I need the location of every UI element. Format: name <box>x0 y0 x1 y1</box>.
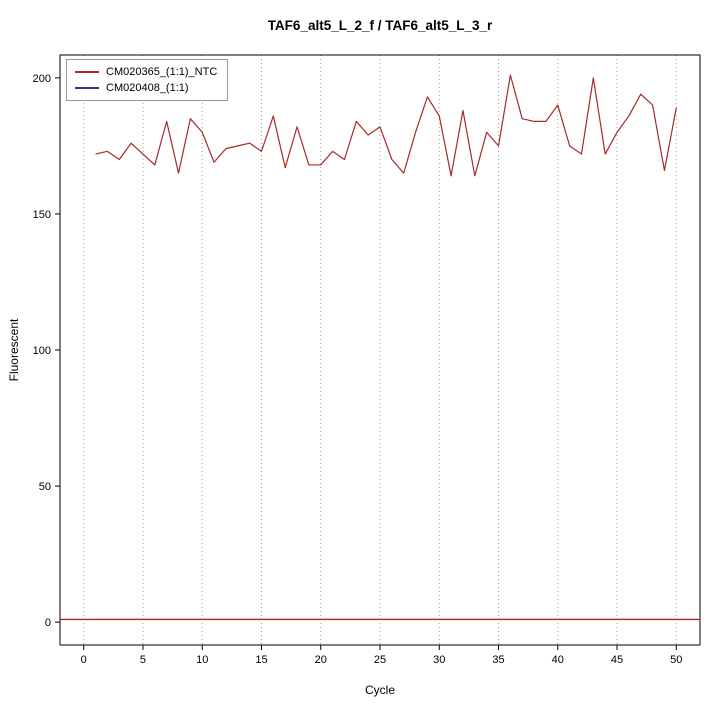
legend-line-swatch-red <box>75 71 99 73</box>
y-tick-label: 0 <box>45 617 51 629</box>
legend: CM020365_(1:1)_NTC CM020408_(1:1) <box>66 59 229 101</box>
y-tick-label: 100 <box>33 345 51 357</box>
x-axis-label: Cycle <box>364 683 395 697</box>
x-tick-label: 40 <box>552 654 564 666</box>
legend-line-swatch-navy <box>75 87 99 89</box>
x-tick-label: 25 <box>374 654 386 666</box>
series-line-0 <box>95 74 677 177</box>
legend-label: CM020408_(1:1) <box>106 82 189 94</box>
legend-entry: CM020365_(1:1)_NTC <box>75 64 217 80</box>
x-tick-label: 10 <box>196 654 208 666</box>
x-tick-label: 30 <box>433 654 445 666</box>
x-tick-label: 0 <box>81 654 87 666</box>
y-tick-label: 200 <box>33 73 51 85</box>
x-tick-label: 20 <box>315 654 327 666</box>
chart-title: TAF6_alt5_L_2_f / TAF6_alt5_L_3_r <box>267 18 493 33</box>
legend-entry: CM020408_(1:1) <box>75 80 217 96</box>
x-tick-label: 45 <box>611 654 623 666</box>
x-tick-label: 5 <box>140 654 146 666</box>
y-tick-label: 150 <box>33 209 51 221</box>
x-tick-label: 50 <box>670 654 682 666</box>
legend-label: CM020365_(1:1)_NTC <box>106 66 218 78</box>
x-tick-label: 15 <box>255 654 267 666</box>
y-tick-label: 50 <box>39 481 51 493</box>
x-tick-label: 35 <box>492 654 504 666</box>
